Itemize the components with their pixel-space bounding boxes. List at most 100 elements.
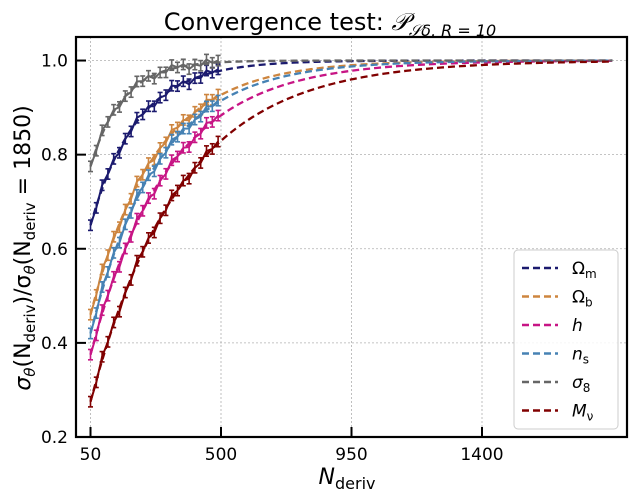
error-bar [151, 165, 157, 178]
error-bar [134, 254, 140, 267]
error-bar [99, 263, 105, 276]
error-bar [146, 100, 151, 113]
x-axis-label: Nderiv [319, 465, 376, 493]
series-layer [88, 53, 613, 408]
error-bar [175, 130, 180, 143]
error-bar [105, 249, 111, 262]
series-4 [88, 53, 613, 173]
error-bar [140, 204, 146, 217]
measured-line [89, 68, 219, 226]
error-bar [146, 192, 151, 205]
error-bar [134, 111, 140, 124]
error-bar [134, 188, 140, 201]
error-bar [117, 100, 122, 113]
error-bar [151, 72, 157, 85]
error-bar [140, 168, 146, 181]
error-bar [111, 246, 117, 259]
error-bar [192, 131, 198, 144]
error-bar [140, 245, 146, 258]
y-tick-label: 0.8 [41, 146, 68, 166]
legend-item: Ωb [522, 288, 593, 310]
error-bar [204, 100, 209, 113]
y-tick-label: 1.0 [41, 52, 68, 72]
error-bar [186, 122, 192, 135]
y-tick-label: 0.4 [41, 334, 68, 354]
error-bar [169, 133, 175, 146]
ticks-layer: 50 500 950 1400 0.2 0.4 0.6 0.8 1.0 [41, 52, 504, 465]
error-bar [175, 80, 180, 93]
error-bar [198, 71, 204, 84]
legend-label: h [572, 316, 583, 336]
error-bar [128, 273, 134, 286]
error-bar [134, 75, 140, 88]
legend-label: σ8 [572, 373, 590, 395]
error-bar [122, 242, 128, 255]
error-bar [111, 316, 117, 329]
error-bar [146, 69, 151, 82]
error-bar [111, 103, 117, 116]
error-bar [99, 304, 105, 317]
error-bar [134, 175, 140, 188]
legend-label: ns [572, 345, 589, 367]
error-bar [204, 116, 209, 129]
legend-item: ns [522, 345, 589, 367]
error-bar [157, 212, 163, 225]
error-bar [146, 232, 151, 244]
legend: Ωm Ωb h ns σ8 Mν [513, 249, 619, 430]
error-bar [111, 270, 117, 283]
error-bar [192, 113, 198, 126]
dashed-fit-line [89, 59, 613, 167]
error-bar [88, 395, 93, 408]
error-bar [215, 109, 221, 122]
error-bar [157, 174, 163, 187]
series-2 [88, 59, 613, 361]
x-tick-label: 1400 [460, 445, 503, 465]
error-bar [198, 110, 204, 123]
error-bar [99, 350, 105, 363]
legend-label: Ωm [572, 259, 597, 281]
error-bar [215, 94, 221, 107]
error-bar [117, 305, 122, 318]
legend-label: Mν [572, 402, 594, 424]
error-bar [175, 61, 180, 74]
error-bar [186, 78, 192, 91]
error-bar [93, 144, 99, 157]
error-bar [180, 58, 186, 71]
error-bar [117, 260, 122, 273]
y-tick-label: 0.6 [41, 240, 68, 260]
error-bar [163, 167, 169, 180]
error-bar [146, 157, 151, 170]
error-bar [88, 308, 93, 321]
error-bar [169, 79, 175, 92]
error-bar [157, 66, 163, 79]
error-bar [169, 59, 175, 72]
error-bar [122, 203, 128, 216]
legend-item: Mν [522, 402, 594, 424]
error-bar [105, 335, 111, 348]
error-bar [198, 156, 204, 169]
legend-item: σ8 [522, 373, 590, 395]
error-bar [209, 100, 215, 113]
error-bar [215, 54, 221, 67]
error-bar [88, 327, 93, 340]
error-bar [93, 307, 99, 320]
error-bar [198, 59, 204, 72]
error-bar [140, 181, 146, 194]
legend-item: Ωm [522, 259, 597, 281]
error-bar [180, 141, 186, 154]
x-tick-label: 500 [205, 445, 237, 465]
error-bar [209, 142, 215, 155]
error-bar [204, 145, 209, 158]
error-bar [157, 152, 163, 165]
error-bar [122, 218, 128, 231]
error-bar [209, 56, 215, 69]
error-bar [192, 72, 198, 85]
error-bar [163, 146, 169, 159]
error-bar [151, 226, 157, 239]
error-bar [180, 122, 186, 135]
error-bar [99, 124, 105, 137]
error-bar [128, 206, 134, 219]
error-bar [192, 161, 198, 174]
error-bar [105, 265, 111, 278]
